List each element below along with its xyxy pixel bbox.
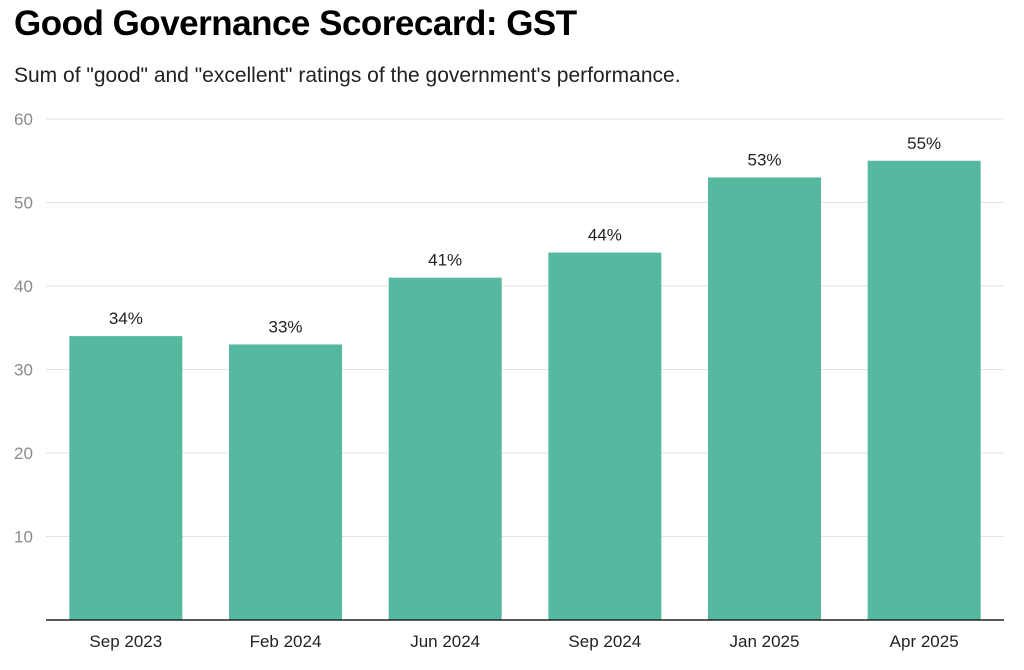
bar	[867, 160, 981, 620]
data-label: 53%	[747, 150, 781, 169]
x-tick-label: Apr 2025	[890, 632, 959, 651]
data-label: 33%	[268, 317, 302, 336]
bar	[548, 252, 662, 620]
gridlines	[46, 118, 1004, 537]
x-tick-label: Jan 2025	[730, 632, 800, 651]
data-label: 55%	[907, 134, 941, 153]
y-tick-label: 10	[14, 528, 33, 547]
y-tick-label: 60	[14, 110, 33, 129]
x-tick-label: Sep 2024	[568, 632, 641, 651]
data-label: 41%	[428, 251, 462, 270]
data-labels: 34% 33% 41% 44% 53% 55%	[109, 134, 941, 337]
data-label: 34%	[109, 309, 143, 328]
x-tick-label: Feb 2024	[250, 632, 322, 651]
bar	[388, 277, 502, 620]
bar	[69, 336, 183, 620]
y-tick-label: 40	[14, 277, 33, 296]
chart-subtitle: Sum of "good" and "excellent" ratings of…	[14, 64, 681, 87]
bar	[708, 177, 821, 620]
x-tick-label: Sep 2023	[89, 632, 162, 651]
bars	[69, 160, 981, 620]
y-tick-label: 20	[14, 444, 33, 463]
y-tick-label: 30	[14, 361, 33, 380]
chart-title: Good Governance Scorecard: GST	[14, 4, 577, 43]
bar	[229, 344, 342, 620]
data-label: 44%	[588, 226, 622, 245]
y-tick-label: 50	[14, 194, 33, 213]
x-tick-label: Jun 2024	[410, 632, 480, 651]
y-axis: 10 20 30 40 50 60	[14, 110, 33, 547]
x-axis: Sep 2023 Feb 2024 Jun 2024 Sep 2024 Jan 2025…	[46, 619, 1004, 651]
